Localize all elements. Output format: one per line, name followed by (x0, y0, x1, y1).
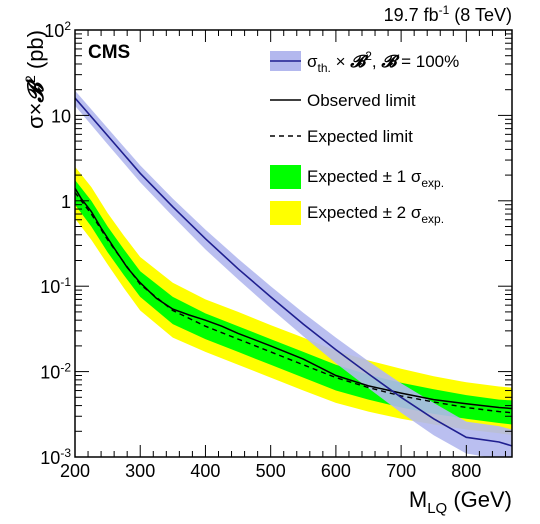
x-tick-label: 400 (190, 461, 220, 481)
legend-theory-label: σth. × 𝓑2, 𝓑 = 100% (307, 49, 459, 75)
legend-entry-observed: Observed limit (270, 91, 416, 110)
legend-observed-label: Observed limit (307, 91, 416, 110)
y-tick-label: 1 (61, 192, 71, 212)
x-tick-label: 300 (125, 461, 155, 481)
x-tick-label: 700 (386, 461, 416, 481)
legend-entry-expected: Expected limit (270, 127, 413, 146)
lumi-label: 19.7 fb-1 (8 TeV) (384, 3, 512, 25)
y-tick-label: 10 (51, 106, 71, 126)
x-tick-label: 200 (60, 461, 90, 481)
legend-band1-swatch (270, 165, 301, 189)
x-axis-label: MLQ (GeV) (409, 487, 512, 517)
plot-frame (74, 29, 513, 458)
y-tick-label: 10-2 (40, 361, 71, 383)
x-tick-label: 800 (451, 461, 481, 481)
x-tick-labels: 200 300 400 500 600 700 800 (60, 461, 481, 481)
y-tick-label: 102 (44, 19, 71, 41)
legend-entry-band2: Expected ± 2 σexp. (270, 201, 444, 226)
legend: σth. × 𝓑2, 𝓑 = 100% Observed limit Expec… (270, 49, 459, 226)
y-tick-label: 10-1 (40, 275, 71, 297)
observed-limit-line (75, 187, 512, 410)
legend-entry-band1: Expected ± 1 σexp. (270, 165, 444, 190)
y-tick-label: 10-3 (40, 446, 71, 468)
y-axis-label: σ×𝓑2 (pb) (22, 30, 48, 129)
axis-ticks (74, 29, 512, 458)
legend-band1-label: Expected ± 1 σexp. (307, 167, 444, 190)
experiment-label: CMS (88, 42, 130, 63)
legend-band2-label: Expected ± 2 σexp. (307, 203, 444, 226)
legend-entry-theory: σth. × 𝓑2, 𝓑 = 100% (270, 49, 459, 75)
legend-expected-label: Expected limit (307, 127, 413, 146)
x-tick-label: 600 (321, 461, 351, 481)
y-tick-labels: 102 10 1 10-1 10-2 10-3 (40, 19, 71, 468)
legend-band2-swatch (270, 201, 301, 225)
theory-line (75, 97, 512, 447)
x-tick-label: 500 (256, 461, 286, 481)
